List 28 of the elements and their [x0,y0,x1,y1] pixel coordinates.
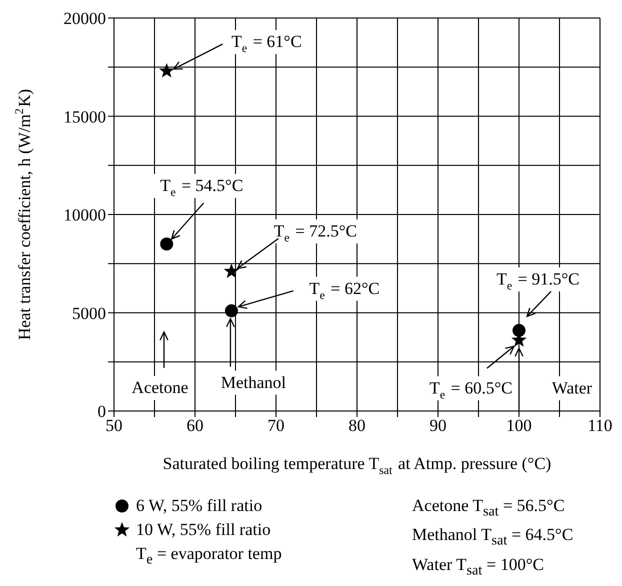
y-tick-label: 5000 [72,304,106,323]
x-tick-label: 80 [348,416,366,436]
x-tick-label: 50 [106,416,122,436]
annotation: T$_{e}$ = 62°C [309,278,380,302]
y-tick-label: 20000 [64,9,106,28]
text: Methanol T$_{sat}$ = 64.5°C [412,524,574,551]
annotation: Acetone [132,378,188,397]
y-tick-label: 10000 [64,206,106,225]
annotation: Water [552,378,592,398]
text: Water T$_{sat}$ = 100°C [412,554,545,580]
x-tick-label: 70 [268,416,284,436]
annotation: T$_{e}$ = 54.5°C [160,176,244,199]
annotation: Methanol [220,372,286,392]
y-tick-label: 0 [98,402,106,422]
annotation: T$_{e}$ = 60.5°C [429,378,513,402]
x-axis-title: Saturated boiling temperature T$_{sat}$ at Atmp. pressure (°C) [162,454,552,477]
annotation: T$_{e}$ = 91.5°C [496,269,580,292]
y-tick-label: 15000 [64,107,106,126]
x-tick-label: 90 [430,416,446,436]
legend-label: 6 W, 55% fill ratio [136,495,262,517]
annotation: T$_{e}$ = 61°C [231,32,302,56]
legend-label: 10 W, 55% fill ratio [136,519,271,541]
x-tick-label: 100 [506,416,532,436]
annotation: T$_{e}$ = 72.5°C [274,221,357,244]
x-tick-label: 110 [588,416,612,436]
text: Acetone T$_{sat}$ = 56.5°C [412,495,566,522]
text: T$_{e}$ = evaporator temp [136,543,283,570]
x-tick-label: 60 [186,416,204,436]
